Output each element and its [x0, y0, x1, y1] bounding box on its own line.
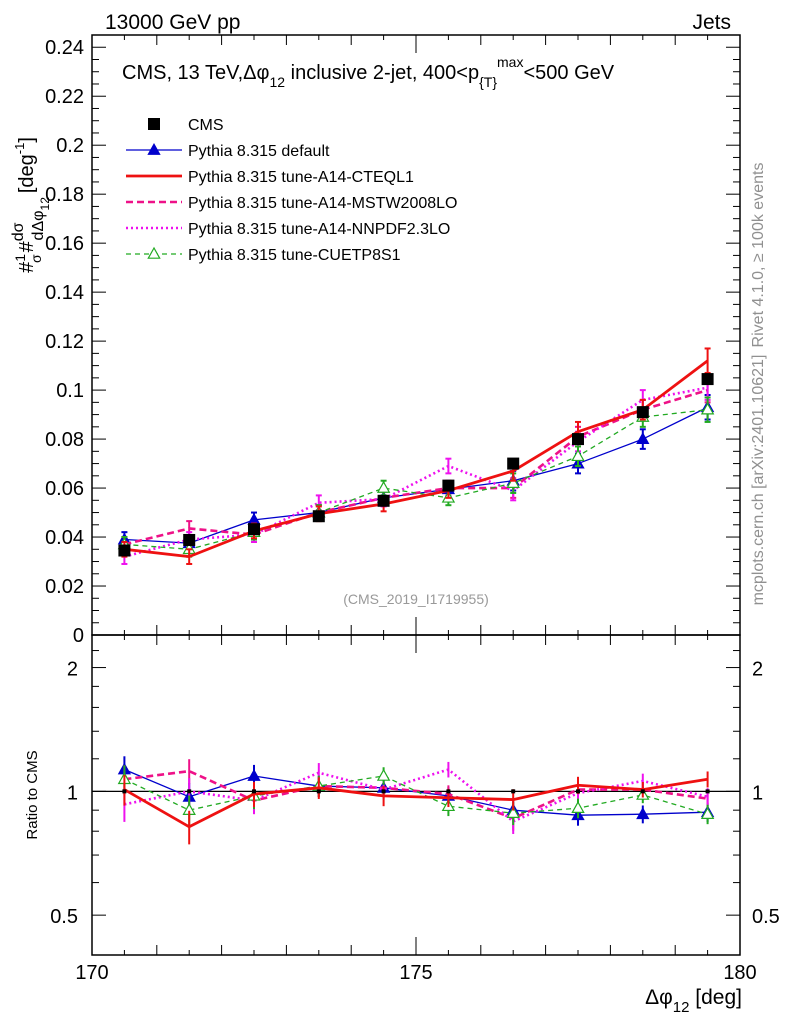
- series-line-main: [124, 359, 709, 559]
- cms-ratio-point: [252, 789, 256, 794]
- cms-ratio-point: [122, 789, 127, 794]
- cms-ratio-point: [576, 789, 580, 794]
- triangle-marker: [636, 432, 650, 444]
- y-axis-label: #1σ#dσ dΔφ12[deg-1]: [10, 137, 52, 273]
- ratio-tick-label-right: 2: [752, 659, 763, 681]
- cms-ratio-point: [511, 789, 516, 794]
- open-triangle-marker: [700, 402, 715, 415]
- series-line-main: [124, 388, 708, 546]
- y-tick-label: 0.08: [45, 429, 84, 451]
- analysis-id-label: (CMS_2019_I1719955): [343, 591, 489, 607]
- ratio-tick-label: 1: [67, 782, 78, 804]
- ratio-tick-label-right: 0.5: [752, 906, 780, 928]
- cms-data-point: [701, 373, 714, 386]
- x-tick-label: 170: [75, 962, 108, 984]
- cms-data-point: [312, 510, 325, 523]
- open-triangle-marker-ratio: [700, 806, 715, 819]
- legend-marker: [147, 246, 161, 259]
- legend-entry: Pythia 8.315 default: [188, 143, 330, 160]
- x-tick-label: 180: [723, 962, 756, 984]
- y-tick-label: 0.2: [56, 135, 84, 157]
- cms-ratio-point: [316, 789, 321, 794]
- y-tick-label: 0.14: [45, 282, 84, 304]
- series-line-ratio: [124, 775, 708, 815]
- cms-data-point: [442, 479, 455, 492]
- legend-entry: Pythia 8.315 tune-A14-MSTW2008LO: [188, 195, 457, 212]
- cms-data-point: [377, 494, 390, 507]
- series-group: [117, 347, 715, 845]
- cms-data-point: [636, 406, 649, 419]
- y-tick-label: 0.04: [45, 527, 84, 549]
- cms-ratio-point: [705, 789, 710, 794]
- y-tick-label: 0.02: [45, 576, 84, 598]
- legend-entry: Pythia 8.315 tune-A14-NNPDF2.3LO: [188, 221, 450, 238]
- ratio-tick-label-right: 1: [752, 782, 763, 804]
- series-line-ratio: [124, 768, 708, 816]
- rivet-version-label: Rivet 4.1.0, ≥ 100k events: [750, 163, 767, 348]
- open-triangle-marker: [376, 480, 391, 493]
- axes-group: 0 0.02 0.04 0.06 0.08 0.1 0.12 0.14 0.16 0.18 0.2 0…: [45, 35, 780, 984]
- legend: CMS Pythia 8.315 default Pythia 8.315 tune…: [126, 117, 457, 264]
- ratio-y-axis-label: Ratio to CMS: [24, 750, 41, 839]
- cms-ratio-point: [446, 789, 451, 794]
- triangle-marker-ratio: [636, 807, 650, 820]
- triangle-marker: [247, 512, 261, 525]
- open-triangle-marker: [571, 448, 585, 462]
- triangle-marker-ratio: [247, 768, 261, 781]
- mcplots-label: mcplots.cern.ch [arXiv:2401.10621]: [750, 355, 767, 606]
- cms-data-point: [507, 457, 520, 470]
- open-triangle-marker-ratio: [571, 800, 585, 813]
- cms-ratio-point: [187, 789, 192, 794]
- series-line-main: [124, 406, 708, 544]
- open-triangle-marker-ratio: [376, 768, 391, 781]
- legend-entry: Pythia 8.315 tune-A14-CTEQL1: [188, 169, 414, 186]
- cms-ratio-point: [381, 789, 386, 794]
- cms-ratio-point: [640, 789, 645, 794]
- y-tick-label: 0.16: [45, 233, 84, 255]
- series-line-main: [124, 409, 708, 550]
- cms-data-point: [118, 544, 131, 557]
- x-tick-label: 175: [399, 962, 432, 984]
- beam-label: 13000 GeV pp: [105, 11, 240, 34]
- open-triangle-marker: [506, 475, 520, 488]
- cms-data-point: [572, 433, 584, 446]
- ratio-tick-label: 2: [67, 659, 78, 681]
- y-tick-label: 0.12: [45, 331, 84, 353]
- legend-marker: [147, 143, 161, 155]
- chart-title: CMS, 13 TeV,Δφ12 inclusive 2-jet, 400<p{…: [122, 54, 615, 90]
- y-tick-label: 0.1: [56, 380, 84, 402]
- y-tick-label: 0.06: [45, 478, 84, 500]
- group-label: Jets: [692, 11, 731, 34]
- ratio-tick-label: 0.5: [50, 906, 78, 928]
- y-tick-label: 0: [73, 625, 84, 647]
- series-line-ratio: [123, 777, 708, 829]
- series-line-ratio: [124, 769, 708, 820]
- legend-marker-cms: [148, 118, 160, 130]
- cms-data-point: [248, 523, 260, 536]
- legend-entry: CMS: [188, 117, 224, 134]
- open-triangle-marker-ratio: [506, 805, 520, 818]
- y-tick-label: 0.24: [45, 37, 84, 59]
- x-axis-label: Δφ12 [deg]: [645, 986, 742, 1016]
- y-tick-label: 0.22: [45, 86, 84, 108]
- y-tick-label: 0.18: [45, 184, 84, 206]
- legend-entry: Pythia 8.315 tune-CUETP8S1: [188, 247, 401, 264]
- cms-data-point: [183, 533, 196, 546]
